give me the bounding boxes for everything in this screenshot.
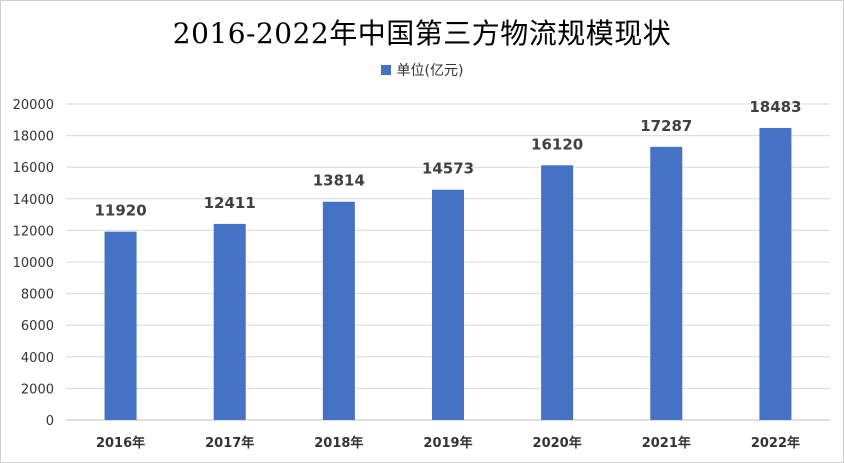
bar [759, 127, 792, 420]
y-tick-label: 12000 [13, 224, 54, 239]
x-tick-label: 2019年 [423, 435, 472, 451]
legend: 单位(亿元) [0, 60, 844, 80]
bar [213, 223, 246, 420]
data-label: 14573 [422, 160, 474, 178]
x-tick-label: 2022年 [751, 435, 800, 451]
data-labels: 11920 12411 13814 14573 16120 17287 18483 [94, 98, 801, 220]
data-label: 18483 [749, 98, 801, 116]
bar [650, 146, 683, 420]
bar [104, 231, 137, 420]
bar [541, 165, 574, 420]
x-tick-label: 2020年 [533, 435, 582, 451]
data-label: 12411 [204, 194, 256, 212]
data-label: 11920 [94, 202, 146, 220]
y-tick-label: 8000 [21, 288, 54, 303]
y-tick-label: 2000 [21, 382, 54, 397]
y-tick-label: 20000 [13, 98, 54, 113]
y-tick-label: 14000 [13, 193, 54, 208]
legend-swatch [380, 65, 391, 75]
y-tick-label: 0 [46, 414, 54, 429]
bar [432, 189, 464, 420]
data-label: 17287 [640, 117, 692, 135]
bar [322, 201, 355, 420]
y-tick-label: 6000 [21, 319, 54, 334]
y-tick-label: 16000 [13, 161, 54, 176]
x-tick-label: 2017年 [205, 435, 254, 451]
x-axis: 2016年 2017年 2018年 2019年 2020年 2021年 2022年 [96, 435, 800, 451]
data-label: 16120 [531, 135, 583, 153]
legend-label: 单位(亿元) [396, 63, 464, 79]
x-tick-label: 2016年 [96, 435, 145, 451]
x-tick-label: 2018年 [314, 435, 363, 451]
y-tick-label: 10000 [13, 256, 54, 271]
y-tick-label: 18000 [13, 130, 54, 145]
chart-title: 2016-2022年中国第三方物流规模现状 [172, 17, 672, 50]
bars [104, 127, 792, 420]
y-axis: 0 2000 4000 6000 8000 10000 12000 14000 16000 180… [13, 98, 54, 429]
data-label: 13814 [313, 172, 365, 190]
y-tick-label: 4000 [21, 351, 54, 366]
x-tick-label: 2021年 [642, 435, 691, 451]
